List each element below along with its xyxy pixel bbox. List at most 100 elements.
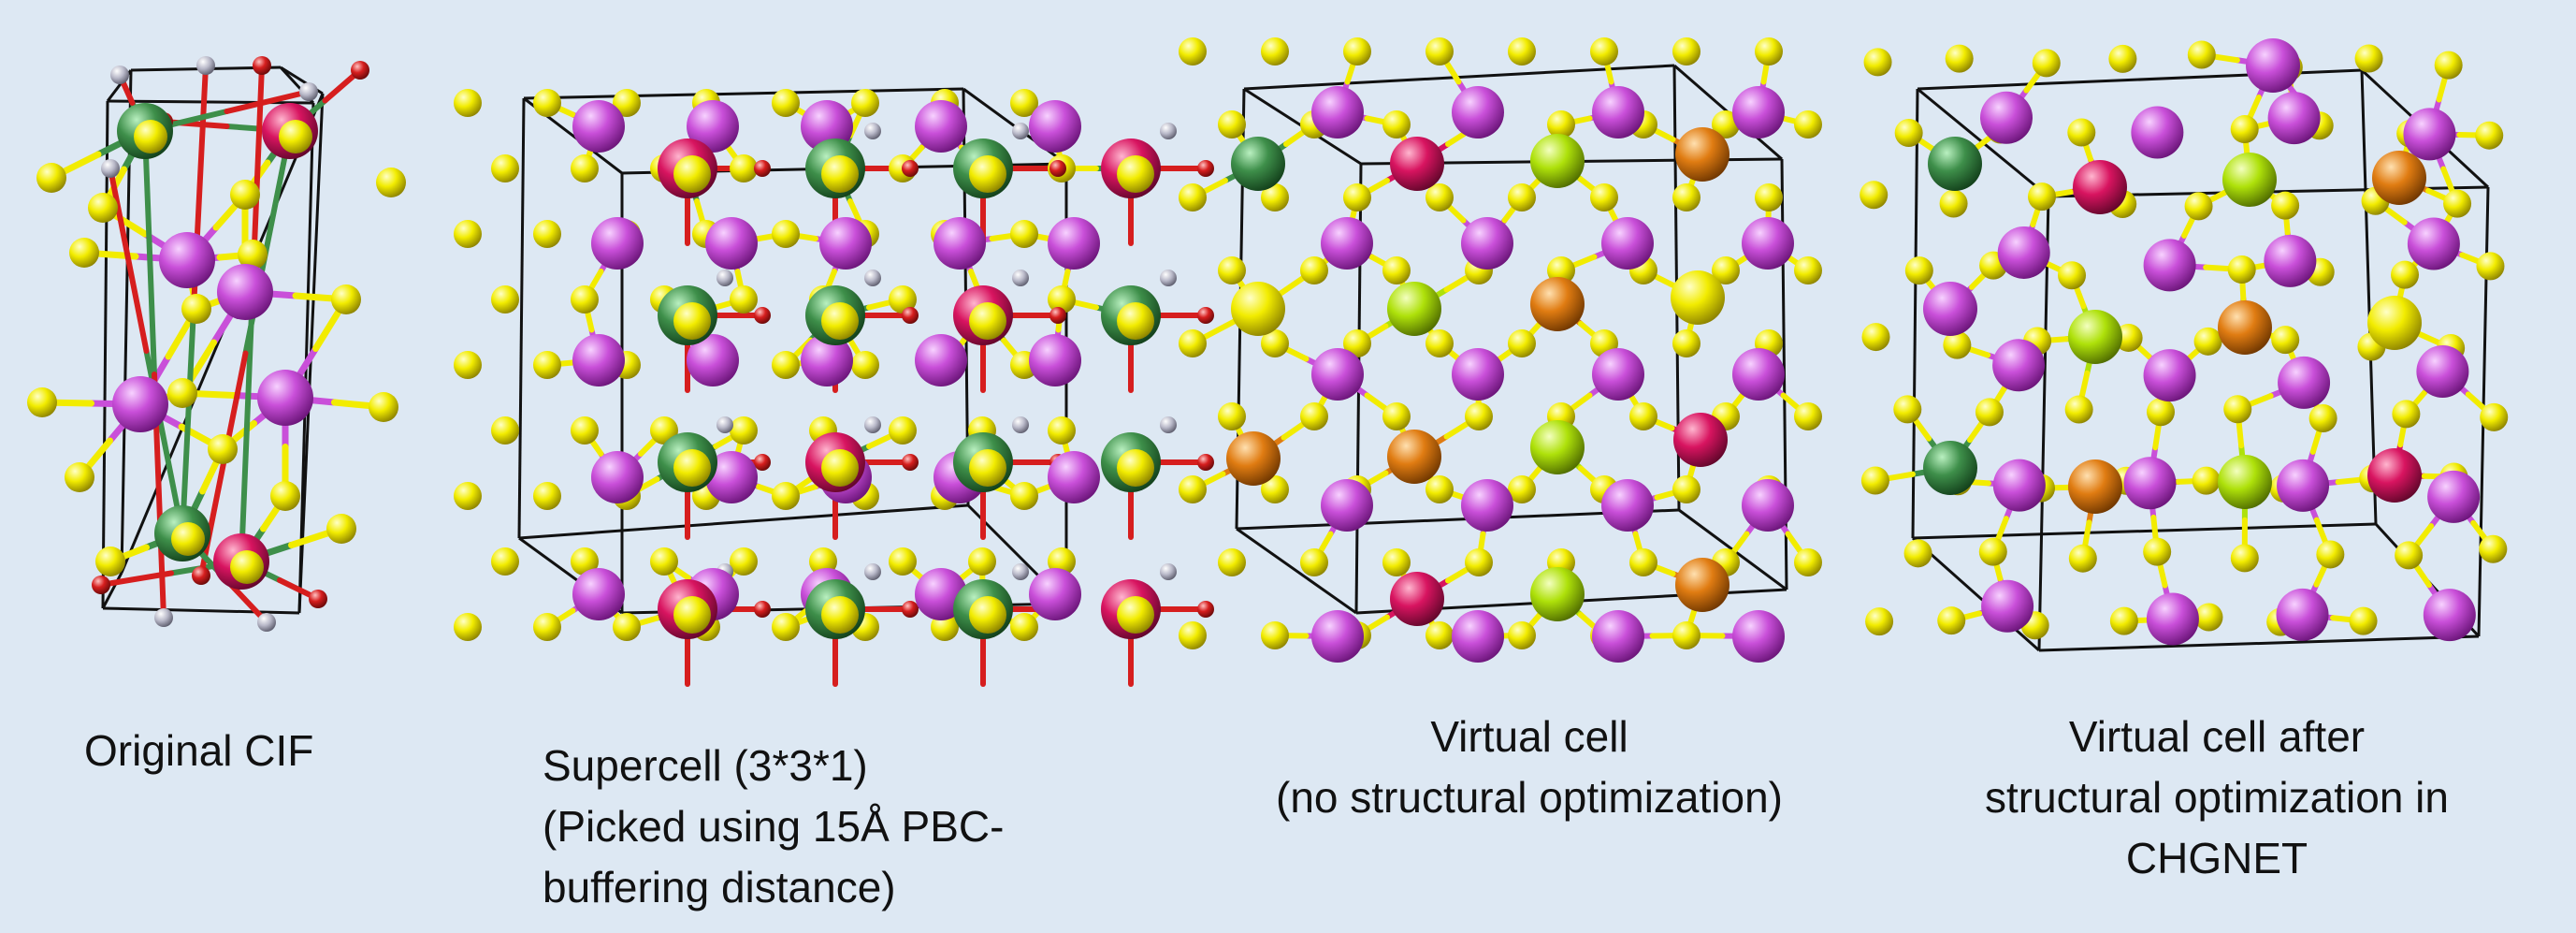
atom-sphere: [1755, 37, 1783, 66]
atom-sphere: [253, 56, 271, 75]
atom-sphere: [2218, 300, 2272, 355]
atom-sphere: [92, 576, 110, 594]
atom-sphere: [1547, 110, 1575, 138]
atom-sphere: [1712, 256, 1740, 284]
atom-sphere: [1923, 441, 1977, 495]
atom-sphere: [1629, 402, 1657, 430]
atom-sphere: [819, 217, 872, 270]
atom-sphere: [101, 159, 120, 178]
atom-sphere: [2108, 44, 2137, 73]
atom-sphere: [1117, 155, 1154, 193]
atom-sphere: [208, 434, 238, 464]
atom-sphere: [1300, 402, 1328, 430]
atom-sphere: [1321, 479, 1373, 532]
cell-edge: [518, 503, 969, 540]
atom-sphere: [613, 89, 641, 117]
atom-sphere: [572, 568, 625, 620]
atom-sphere: [309, 590, 327, 608]
atom-sphere: [591, 451, 644, 503]
caption-line: CHGNET: [2125, 834, 2308, 882]
atom-sphere: [889, 416, 917, 445]
atom-sphere: [2192, 466, 2221, 495]
atom-sphere: [2032, 49, 2061, 78]
atom-sphere: [1672, 183, 1700, 211]
atom-sphere: [159, 232, 215, 288]
atom-sphere: [571, 416, 599, 445]
atom-sphere: [1508, 329, 1536, 357]
caption-line: buffering distance): [543, 863, 896, 911]
atom-sphere: [2143, 239, 2196, 292]
caption-original-cif: Original CIF: [84, 721, 313, 781]
atom-sphere: [1179, 475, 1207, 503]
atom-sphere: [571, 547, 599, 576]
atom-sphere: [326, 514, 356, 544]
atom-sphere: [181, 294, 211, 324]
atom-sphere: [1117, 449, 1154, 487]
atom-sphere: [2131, 106, 2184, 159]
atom-sphere: [730, 547, 758, 576]
atom-sphere: [1903, 539, 1932, 568]
atom-sphere: [754, 307, 771, 324]
atom-sphere: [1452, 86, 1504, 138]
atom-sphere: [1865, 607, 1894, 636]
atom-sphere: [1048, 285, 1076, 313]
atom-sphere: [1861, 323, 1890, 352]
atom-sphere: [2271, 326, 2300, 355]
atom-sphere: [1732, 610, 1785, 663]
atom-sphere: [2391, 260, 2420, 289]
atom-sphere: [1197, 160, 1214, 177]
atom-sphere: [1794, 256, 1822, 284]
atom-sphere: [1992, 339, 2046, 392]
atom-sphere: [533, 351, 561, 379]
atom-sphere: [1425, 183, 1454, 211]
atom-sphere: [1794, 402, 1822, 430]
atom-sphere: [730, 285, 758, 313]
atom-sphere: [572, 334, 625, 386]
atom-sphere: [1311, 610, 1364, 663]
atom-sphere: [821, 596, 859, 634]
caption-virtual-cell: Virtual cell (no structural optimization…: [1225, 707, 1833, 828]
atom-sphere: [821, 155, 859, 193]
cell-edge: [1912, 536, 2040, 652]
supercell-structure: [454, 87, 1214, 687]
atom-sphere: [1425, 37, 1454, 66]
atom-sphere: [650, 547, 678, 576]
atom-sphere: [1300, 548, 1328, 576]
atom-sphere: [772, 482, 800, 510]
atom-sphere: [1382, 256, 1411, 284]
atom-sphere: [2276, 588, 2329, 641]
atom-sphere: [1197, 307, 1214, 324]
cell-edge: [2038, 634, 2480, 652]
atom-sphere: [1672, 475, 1700, 503]
atom-sphere: [27, 387, 57, 417]
cell-edge: [517, 97, 526, 539]
atom-sphere: [299, 82, 318, 101]
atom-sphere: [716, 270, 733, 286]
atom-sphere: [864, 563, 881, 580]
atom-sphere: [1590, 37, 1618, 66]
atom-sphere: [2354, 44, 2383, 73]
atom-sphere: [2423, 589, 2476, 642]
atom-sphere: [2278, 356, 2331, 409]
atom-sphere: [1860, 181, 1889, 210]
atom-sphere: [687, 100, 739, 153]
atom-sphere: [2027, 182, 2056, 211]
atom-sphere: [1863, 48, 1892, 77]
atom-sphere: [1197, 454, 1214, 471]
atom-sphere: [1452, 610, 1504, 663]
atom-sphere: [2367, 448, 2422, 503]
atom-sphere: [1601, 479, 1654, 532]
atom-sphere: [1029, 568, 1081, 620]
atom-sphere: [1029, 100, 1081, 153]
atom-sphere: [1049, 160, 1066, 177]
atom-sphere: [1530, 567, 1585, 621]
atom-sphere: [2223, 395, 2252, 424]
atom-sphere: [889, 285, 917, 313]
atom-sphere: [2068, 544, 2097, 573]
atom-sphere: [1465, 548, 1493, 576]
atom-sphere: [772, 89, 800, 117]
atom-sphere: [533, 482, 561, 510]
atom-sphere: [1160, 563, 1177, 580]
atom-sphere: [88, 193, 118, 223]
atom-sphere: [969, 596, 1006, 634]
